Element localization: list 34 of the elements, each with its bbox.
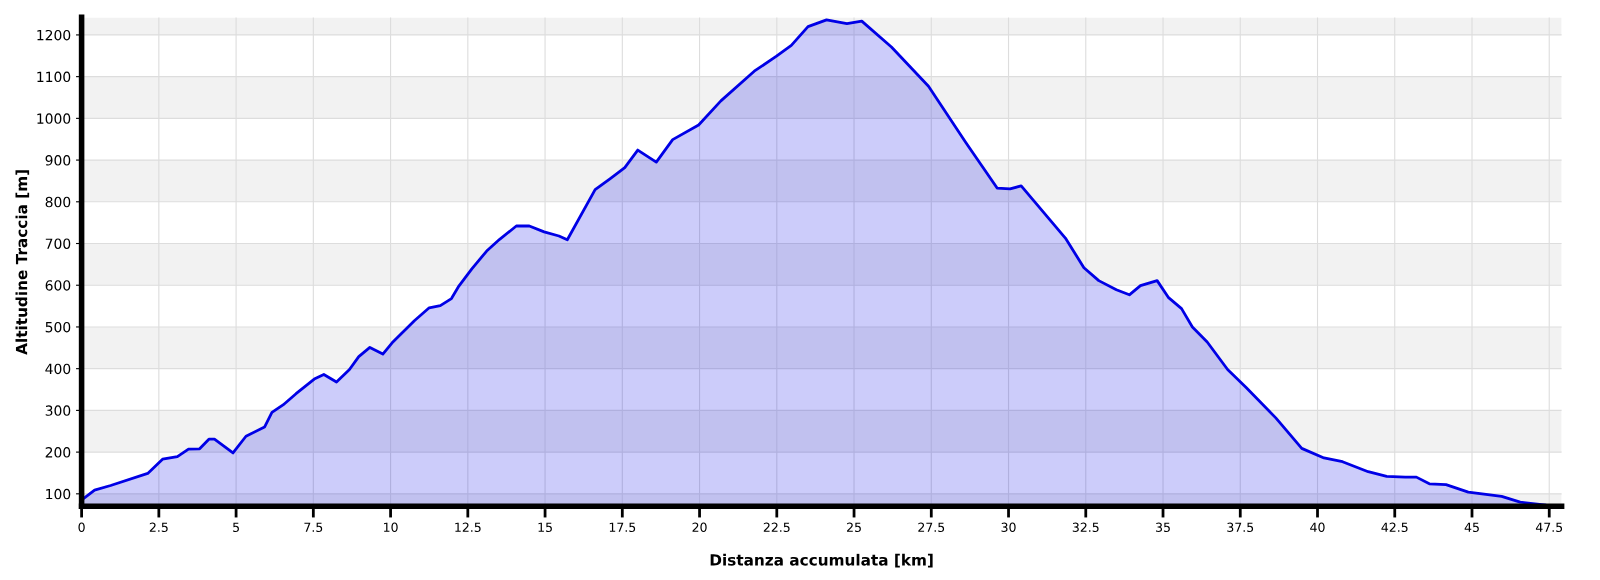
x-tick-label: 47.5 [1535,522,1563,532]
y-axis-title: Altitudine Traccia [m] [15,170,30,355]
x-tick-label: 17.5 [609,522,636,532]
y-tick-label: 900 [45,155,71,166]
x-tick-label: 10 [384,522,398,532]
x-tick-label: 40 [1310,522,1325,532]
x-tick-label: 35 [1156,522,1170,532]
x-tick-label: 12.5 [455,522,481,532]
x-tick-label: 22.5 [763,522,790,532]
x-tick-label: 0 [78,522,85,532]
y-tick-label: 1100 [37,71,71,83]
y-tick-label: 800 [45,196,71,208]
x-tick-label: 5 [233,522,239,532]
x-tick-label: 37.5 [1227,522,1254,532]
y-tick-label: 200 [45,447,71,458]
x-tick-label: 45 [1464,522,1479,532]
y-tick-label: 300 [45,405,71,416]
x-tick-label: 30 [1001,522,1016,532]
y-tick-label: 700 [45,238,71,249]
x-tick-label: 25 [847,522,861,532]
x-tick-label: 2.5 [149,522,168,532]
y-tick-label: 600 [45,280,71,291]
x-tick-label: 32.5 [1072,522,1099,532]
y-tick-label: 100 [46,488,71,500]
y-tick-label: 500 [45,321,71,333]
y-tick-label: 400 [45,363,71,375]
x-tick-label: 15 [538,522,552,532]
x-tick-label: 27.5 [918,522,945,532]
x-axis-title: Distanza accumulata [km] [710,553,933,568]
y-tick-label: 1200 [37,29,71,41]
x-tick-label: 20 [692,522,707,532]
x-tick-label: 42.5 [1381,522,1408,532]
y-tick-label: 1000 [37,113,71,124]
x-tick-label: 7.5 [304,522,323,532]
